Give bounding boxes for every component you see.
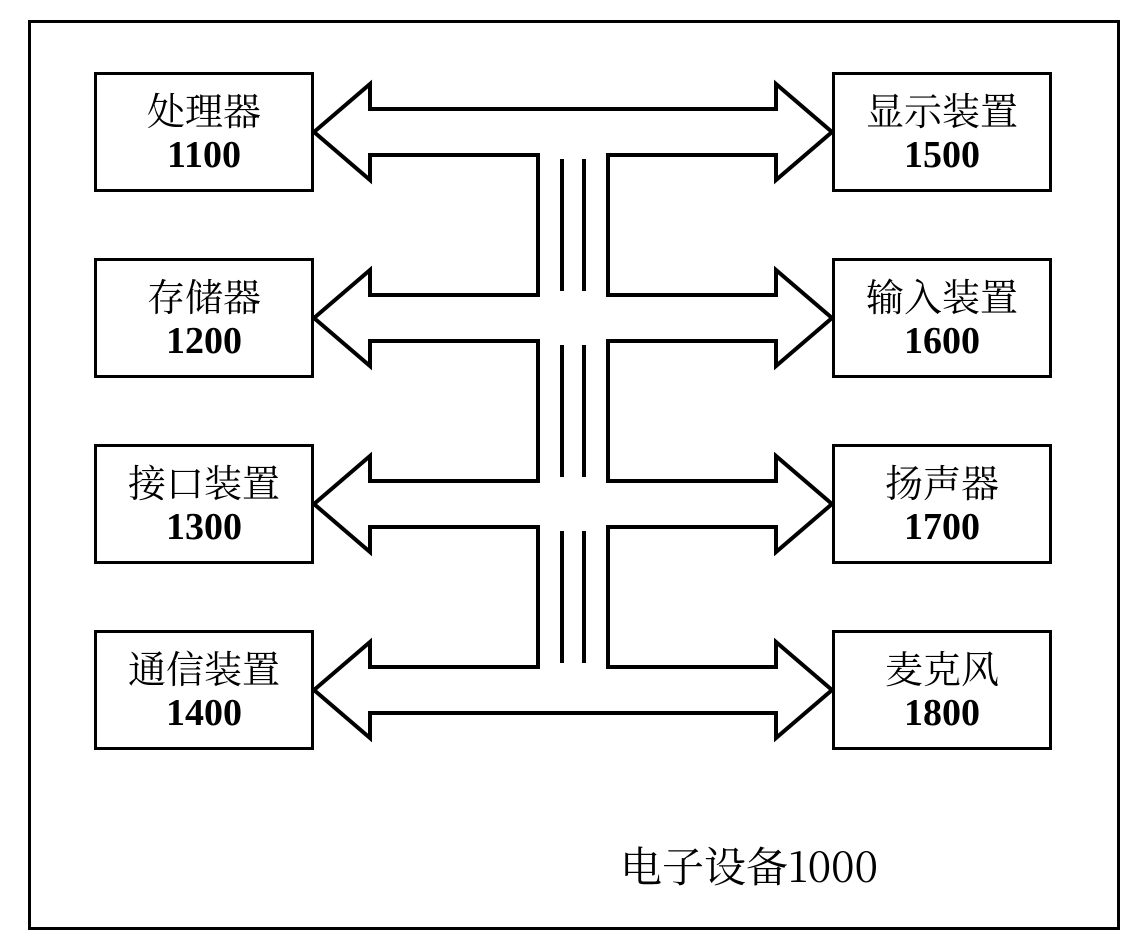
node-number: 1700 — [904, 504, 980, 552]
node-memory: 存储器1200 — [94, 258, 314, 378]
diagram-root: 电子设备1000 处理器1100 存储器1200 接口装置1300 通信装置1400 显… — [0, 0, 1148, 946]
node-number: 1300 — [166, 504, 242, 552]
node-label: 接口装置 — [128, 457, 280, 505]
node-microphone: 麦克风1800 — [832, 630, 1052, 750]
node-label: 处理器 — [147, 85, 261, 133]
node-processor: 处理器1100 — [94, 72, 314, 192]
node-interface: 接口装置1300 — [94, 444, 314, 564]
node-number: 1100 — [167, 132, 241, 180]
node-display: 显示装置1500 — [832, 72, 1052, 192]
node-label: 麦克风 — [885, 643, 999, 691]
node-comm: 通信装置1400 — [94, 630, 314, 750]
node-number: 1800 — [904, 690, 980, 738]
node-number: 1200 — [166, 318, 242, 366]
node-number: 1600 — [904, 318, 980, 366]
node-label: 通信装置 — [128, 643, 280, 691]
node-label: 存储器 — [147, 271, 261, 319]
node-label: 输入装置 — [866, 271, 1018, 319]
node-speaker: 扬声器1700 — [832, 444, 1052, 564]
node-number: 1500 — [904, 132, 980, 180]
caption: 电子设备1000 — [620, 835, 878, 895]
node-input: 输入装置1600 — [832, 258, 1052, 378]
node-label: 扬声器 — [885, 457, 999, 505]
node-number: 1400 — [166, 690, 242, 738]
node-label: 显示装置 — [866, 85, 1018, 133]
